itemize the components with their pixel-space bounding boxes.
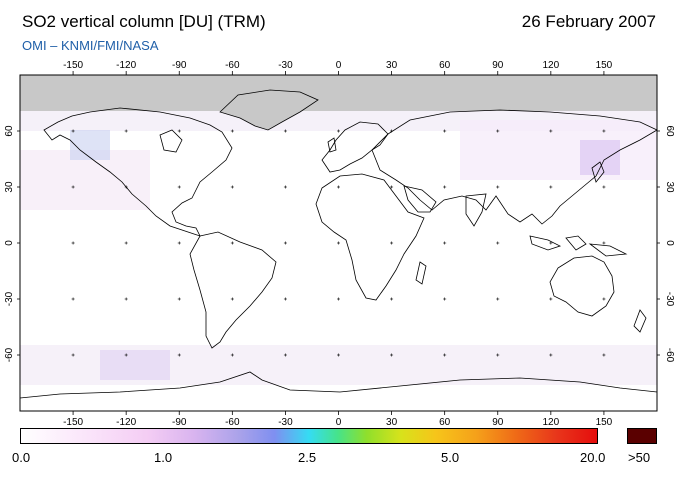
lat-tick-label-left: 30: [4, 181, 15, 193]
lat-tick-label-right: 0: [664, 240, 675, 246]
lat-tick-label-left: 60: [4, 125, 15, 137]
coastlines: [20, 89, 657, 399]
lon-tick-label-top: 120: [542, 60, 559, 71]
lon-tick-label-top: 150: [596, 60, 613, 71]
lon-tick-label-bottom: 0: [336, 417, 342, 428]
lat-tick-label-left: -60: [4, 347, 15, 362]
lat-tick-label-right: -30: [664, 292, 675, 307]
sumatra-borneo-outline: [529, 235, 562, 251]
arabia-outline: [403, 185, 437, 213]
longitude-ticks-top: -150 -120 -90 -60 -30 0 30 60 90 120 150: [63, 60, 613, 75]
lon-tick-label-bottom: -60: [225, 417, 240, 428]
lon-tick-label-bottom: 150: [596, 417, 613, 428]
credit-line: OMI – KNMI/FMI/NASA: [22, 38, 159, 53]
graticule-marks: [71, 129, 606, 357]
colorbar-label-2: 2.5: [298, 450, 317, 465]
lon-tick-label-top: 60: [439, 60, 451, 71]
lon-tick-label-top: -30: [278, 60, 293, 71]
colorbar-label-4: 20.0: [580, 450, 606, 465]
lon-tick-label-bottom: -120: [116, 417, 136, 428]
map-date: 26 February 2007: [521, 12, 656, 31]
lon-tick-label-top: -150: [63, 60, 83, 71]
asia-outline: [371, 109, 657, 225]
lon-tick-label-top: 0: [336, 60, 342, 71]
lat-tick-label-left: -30: [4, 291, 15, 306]
colorbar-gradient: [20, 428, 598, 444]
africa-outline: [315, 173, 425, 301]
greenland-outline: [219, 89, 319, 131]
antarctica-outline: [20, 371, 657, 399]
lat-tick-label-right: 60: [664, 125, 675, 137]
madagascar-outline: [415, 261, 427, 285]
colorbar-label-0: 0.0: [12, 450, 31, 465]
lon-tick-label-bottom: -150: [63, 417, 83, 428]
longitude-ticks-bottom: -150 -120 -90 -60 -30 0 30 60 90 120 150: [63, 411, 613, 428]
lon-tick-label-bottom: 60: [439, 417, 451, 428]
australia-outline: [549, 255, 615, 317]
lon-tick-label-top: -120: [116, 60, 136, 71]
lat-tick-label-left: 0: [4, 240, 15, 246]
colorbar-label-1: 1.0: [154, 450, 173, 465]
sulawesi-outline: [565, 235, 587, 251]
new-guinea-outline: [588, 243, 628, 257]
lon-tick-label-bottom: 30: [386, 417, 398, 428]
lon-tick-label-top: -90: [172, 60, 187, 71]
lon-tick-label-top: -60: [225, 60, 240, 71]
lon-tick-label-bottom: -90: [172, 417, 187, 428]
colorbar-label-overflow: >50: [628, 450, 651, 465]
lon-tick-label-top: 90: [492, 60, 504, 71]
south-pacific-tint: [100, 350, 170, 380]
lon-tick-label-bottom: -30: [278, 417, 293, 428]
map-title: SO2 vertical column [DU] (TRM): [22, 12, 266, 31]
lon-tick-label-top: 30: [386, 60, 398, 71]
latitude-ticks-right: 60 30 0 -30 -60: [657, 125, 675, 363]
east-asia-tint: [580, 140, 620, 175]
lat-tick-label-right: 30: [664, 181, 675, 193]
lon-tick-label-bottom: 90: [492, 417, 504, 428]
new-zealand-outline: [633, 309, 647, 333]
lon-tick-label-bottom: 120: [542, 417, 559, 428]
hudson-bay-outline: [159, 129, 183, 153]
no-data-region: [20, 75, 657, 111]
uk-outline: [327, 137, 337, 153]
europe-outline: [321, 121, 389, 173]
colorbar-overflow-swatch: [627, 428, 657, 444]
north-america-outline: [43, 107, 233, 237]
south-america-outline: [189, 231, 277, 349]
pacific-tint-blue: [70, 130, 110, 160]
lat-tick-label-right: -60: [664, 348, 675, 363]
india-outline: [465, 193, 487, 227]
asia-tint: [460, 120, 657, 180]
colorbar-label-3: 5.0: [441, 450, 460, 465]
japan-outline: [591, 161, 605, 183]
latitude-ticks-left: 60 30 0 -30 -60: [4, 125, 20, 362]
